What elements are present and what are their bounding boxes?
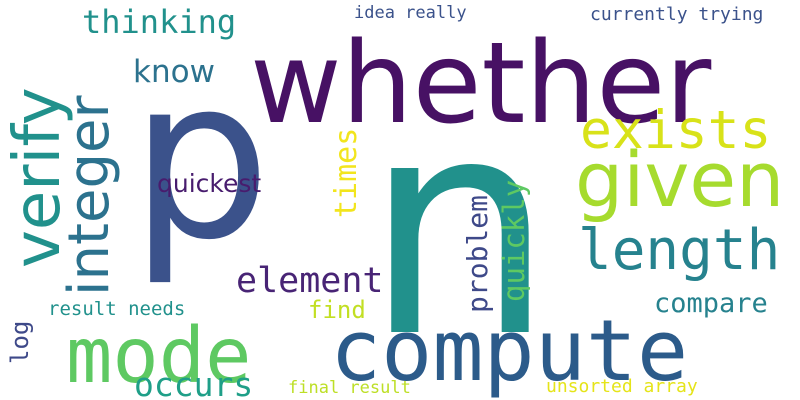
word-log: log bbox=[6, 320, 34, 364]
word-final-result: final result bbox=[288, 378, 411, 398]
word-mode: mode bbox=[66, 312, 252, 400]
word-idea-really: idea really bbox=[354, 3, 467, 23]
word-quickly: quickly bbox=[497, 179, 531, 302]
word-result-needs: result needs bbox=[48, 298, 186, 320]
word-length: length bbox=[578, 218, 781, 283]
word-compare: compare bbox=[654, 288, 768, 319]
word-compute: compute bbox=[330, 302, 689, 400]
word-element: element bbox=[236, 261, 384, 301]
word-problem: problem bbox=[461, 194, 494, 313]
word-thinking: thinking bbox=[82, 3, 237, 41]
word-currently-trying: currently trying bbox=[590, 4, 764, 25]
word-p: p bbox=[130, 31, 271, 289]
word-n: n bbox=[364, 54, 555, 400]
word-times: times bbox=[329, 127, 364, 218]
word-occurs: occurs bbox=[134, 365, 254, 400]
word-quickest: quickest bbox=[157, 169, 262, 198]
word-know: know bbox=[133, 54, 215, 90]
word-integer: integer bbox=[57, 95, 122, 296]
word-given: given bbox=[575, 135, 785, 224]
word-unsorted-array: unsorted array bbox=[546, 376, 698, 397]
word-exists: exists bbox=[580, 100, 772, 161]
word-find: find bbox=[308, 296, 366, 324]
word-whether: whether bbox=[250, 19, 712, 149]
